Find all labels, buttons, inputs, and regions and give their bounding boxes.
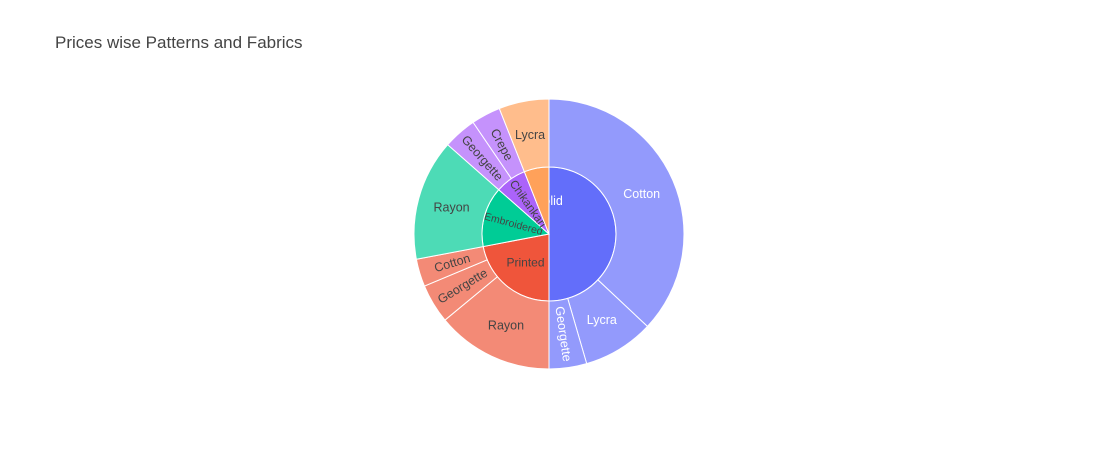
sunburst-segment-other-lycra[interactable]: [498, 98, 550, 173]
sunburst-segment-solid-cotton[interactable]: [548, 98, 685, 328]
chart-title: Prices wise Patterns and Fabrics: [55, 33, 303, 52]
sunburst-label-printed-rayon: Rayon: [488, 318, 524, 332]
sunburst-label-printed: Printed: [506, 255, 544, 269]
sunburst-label-embroidered-rayon: Rayon: [434, 200, 470, 214]
sunburst-label-solid-cotton: Cotton: [623, 187, 660, 201]
sunburst-label-solid-lycra: Lycra: [587, 313, 617, 327]
sunburst-label-other-lycra: Lycra: [515, 128, 545, 142]
